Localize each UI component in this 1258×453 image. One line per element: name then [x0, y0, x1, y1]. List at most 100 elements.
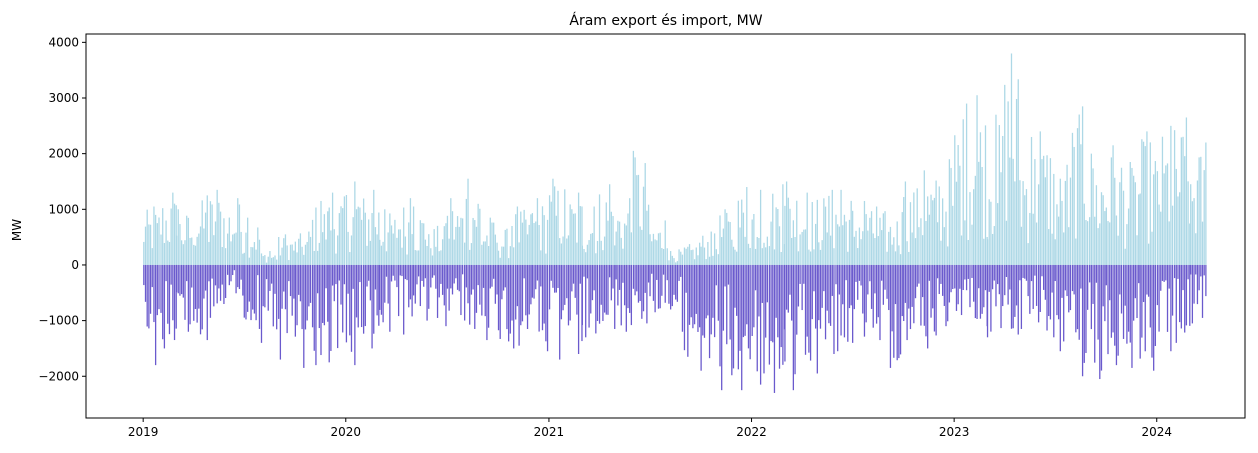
export-bar — [765, 247, 767, 265]
export-bar — [1170, 125, 1172, 265]
export-bar — [746, 187, 748, 265]
export-bar — [1100, 192, 1103, 265]
import-bar — [545, 264, 547, 342]
import-bar — [1087, 264, 1089, 310]
import-bar — [546, 264, 549, 352]
export-bar — [418, 250, 420, 265]
import-bar — [1119, 264, 1121, 295]
import-bar — [1184, 264, 1186, 333]
export-bar — [237, 198, 239, 265]
import-bar — [357, 264, 359, 328]
export-bar — [204, 212, 207, 265]
export-bar — [1205, 142, 1207, 265]
export-bar — [269, 251, 271, 265]
import-bar — [579, 264, 581, 284]
export-bar — [840, 189, 842, 265]
export-bar — [554, 186, 556, 265]
import-bar — [154, 264, 157, 366]
import-bar — [1124, 264, 1126, 306]
export-bar — [270, 257, 273, 265]
import-bar — [1168, 264, 1170, 289]
import-bar — [486, 264, 488, 341]
import-bar — [560, 264, 563, 320]
export-bar — [766, 236, 769, 265]
export-bar — [252, 247, 254, 265]
export-bar — [903, 197, 905, 265]
export-bar — [566, 238, 568, 265]
export-bar — [406, 254, 408, 265]
export-bar — [865, 214, 867, 265]
export-bar — [486, 235, 488, 265]
export-bar — [1012, 158, 1014, 265]
import-bar — [337, 264, 339, 349]
import-bar — [960, 264, 963, 316]
export-bar — [1083, 203, 1085, 265]
import-bar — [719, 264, 721, 367]
import-bar — [581, 264, 583, 326]
import-bar — [1068, 264, 1070, 313]
import-bar — [396, 264, 398, 288]
import-bar — [313, 264, 315, 351]
export-bar — [889, 226, 892, 265]
import-bar — [464, 264, 466, 321]
import-bar — [1185, 264, 1188, 326]
export-bar — [710, 231, 712, 265]
export-bar — [863, 200, 866, 265]
export-bar — [362, 198, 365, 265]
export-bar — [250, 247, 252, 265]
export-bar — [1075, 238, 1077, 265]
import-bar — [1022, 264, 1024, 278]
import-bar — [809, 264, 812, 361]
export-bar — [988, 199, 990, 265]
import-bar — [440, 264, 442, 284]
import-bar — [318, 264, 320, 329]
import-bar — [146, 264, 148, 327]
export-bar — [671, 255, 673, 265]
export-bar — [226, 233, 229, 265]
import-bar — [591, 264, 594, 301]
import-bar — [596, 264, 599, 322]
import-bar — [713, 264, 716, 338]
import-bar — [325, 264, 327, 289]
import-bar — [557, 264, 559, 288]
export-bar — [286, 245, 288, 265]
import-bar — [952, 264, 954, 290]
export-bar — [998, 125, 1000, 265]
import-bar — [412, 264, 415, 296]
export-bar — [894, 251, 897, 265]
export-bar — [913, 192, 915, 265]
import-bar — [1014, 264, 1016, 317]
import-bar — [201, 264, 203, 330]
export-bar — [540, 250, 542, 265]
export-bar — [511, 226, 513, 265]
export-bar — [603, 236, 606, 265]
import-bar — [981, 264, 983, 314]
export-bar — [1078, 114, 1080, 265]
import-bar — [983, 264, 985, 308]
import-bar — [430, 264, 432, 288]
import-bar — [1000, 264, 1002, 329]
export-bar — [221, 247, 223, 265]
export-bar — [1147, 243, 1150, 265]
import-bar — [1120, 264, 1123, 314]
import-bar — [948, 264, 951, 303]
export-bar — [306, 241, 308, 265]
export-bar — [683, 247, 686, 265]
import-bar — [359, 264, 361, 283]
import-bar — [455, 264, 457, 279]
export-bar — [247, 217, 249, 265]
export-bar — [990, 201, 992, 265]
export-bar — [162, 208, 164, 265]
import-bar — [829, 264, 832, 326]
import-bar — [191, 264, 193, 288]
export-bar — [533, 222, 535, 265]
export-bar — [964, 220, 966, 265]
export-bar — [914, 238, 917, 265]
export-bar — [833, 248, 835, 265]
bars-layer — [143, 53, 1207, 393]
export-bar — [304, 244, 307, 265]
import-bar — [1020, 264, 1023, 329]
import-bar — [602, 264, 604, 321]
import-bar — [695, 264, 697, 314]
